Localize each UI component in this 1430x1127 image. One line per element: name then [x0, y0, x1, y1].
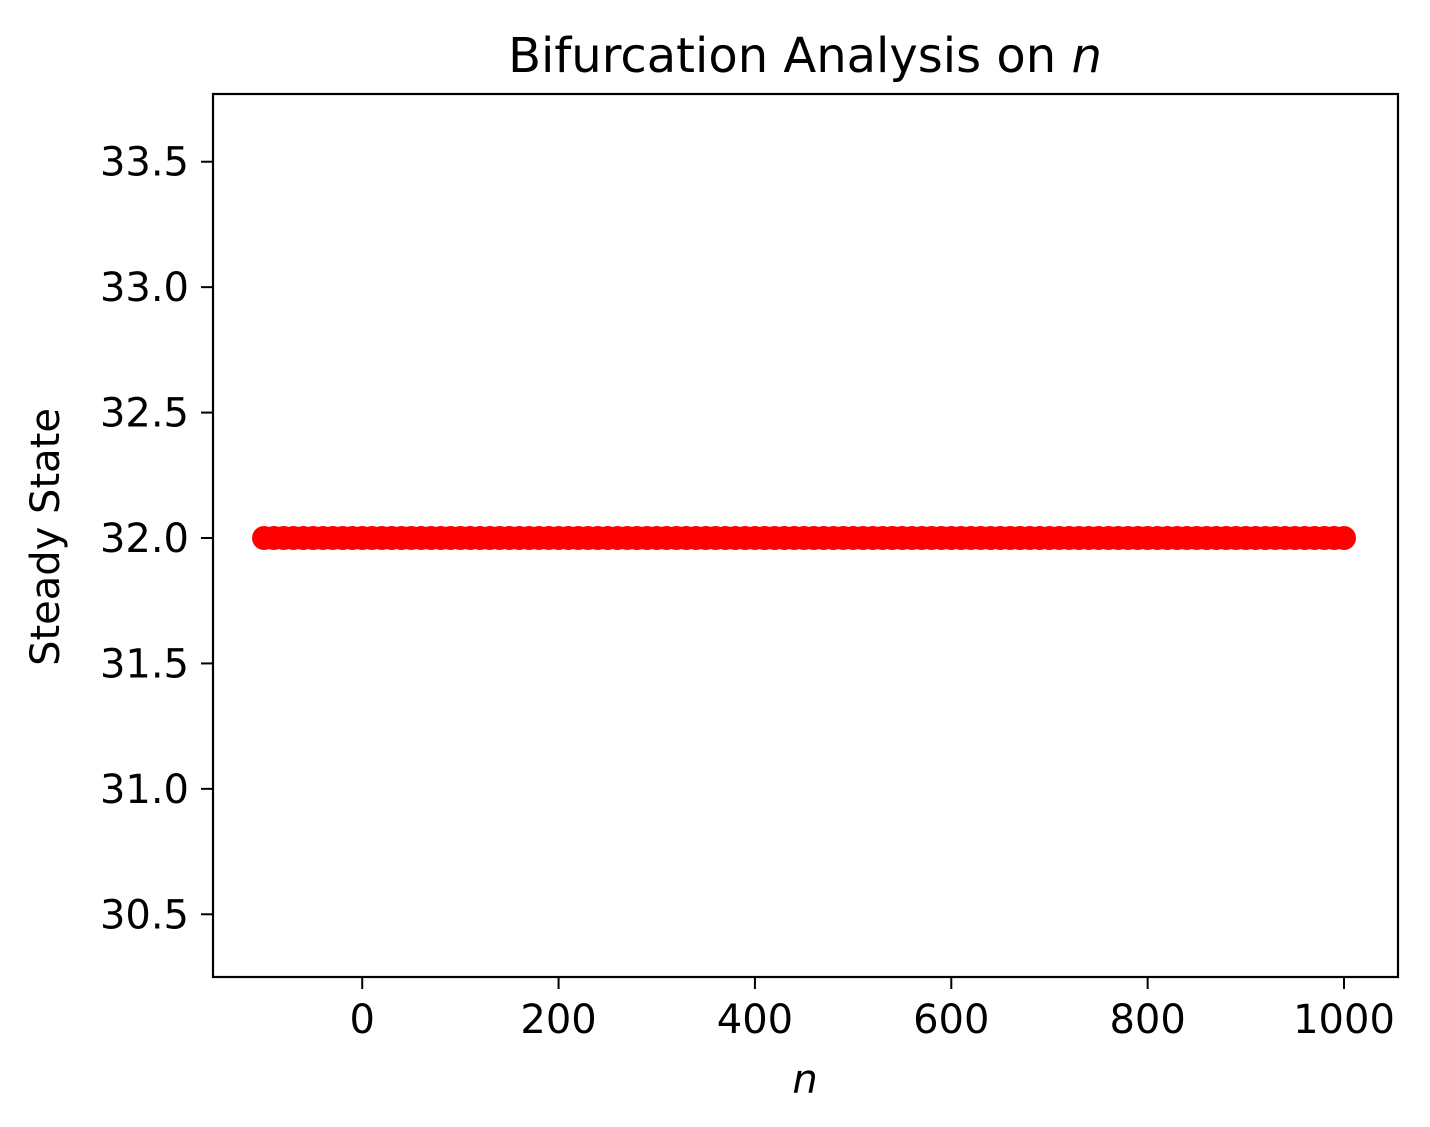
x-tick-label: 200	[520, 997, 596, 1043]
x-axis-ticks: 0 200 400 600 800 1000	[350, 977, 1395, 1043]
plot-frame	[211, 92, 1400, 979]
x-tick-label: 400	[717, 997, 793, 1043]
x-tick-label: 1000	[1293, 997, 1395, 1043]
data-points	[252, 526, 1357, 551]
x-tick-label: 800	[1109, 997, 1185, 1043]
y-tick-label: 33.0	[100, 265, 189, 311]
y-tick-label: 31.0	[100, 767, 189, 813]
y-axis-ticks: 30.5 31.0 31.5 32.0 32.5 33.0 33.5	[100, 140, 213, 938]
data-point	[1332, 526, 1357, 551]
y-tick-label: 32.0	[100, 516, 189, 562]
chart-title-text: Bifurcation Analysis on	[508, 28, 1071, 84]
y-tick-label: 33.5	[100, 140, 189, 186]
chart-title-symbol: n	[1071, 28, 1101, 84]
y-tick-label: 32.5	[100, 391, 189, 437]
x-tick-label: 0	[350, 997, 375, 1043]
plot-area	[252, 526, 1357, 551]
y-tick-label: 31.5	[100, 641, 189, 687]
y-tick-label: 30.5	[100, 892, 189, 938]
x-axis-label: n	[792, 1057, 817, 1103]
x-tick-label: 600	[913, 997, 989, 1043]
y-axis-label: Steady State	[23, 408, 69, 666]
chart-title: Bifurcation Analysis on n	[508, 28, 1102, 84]
